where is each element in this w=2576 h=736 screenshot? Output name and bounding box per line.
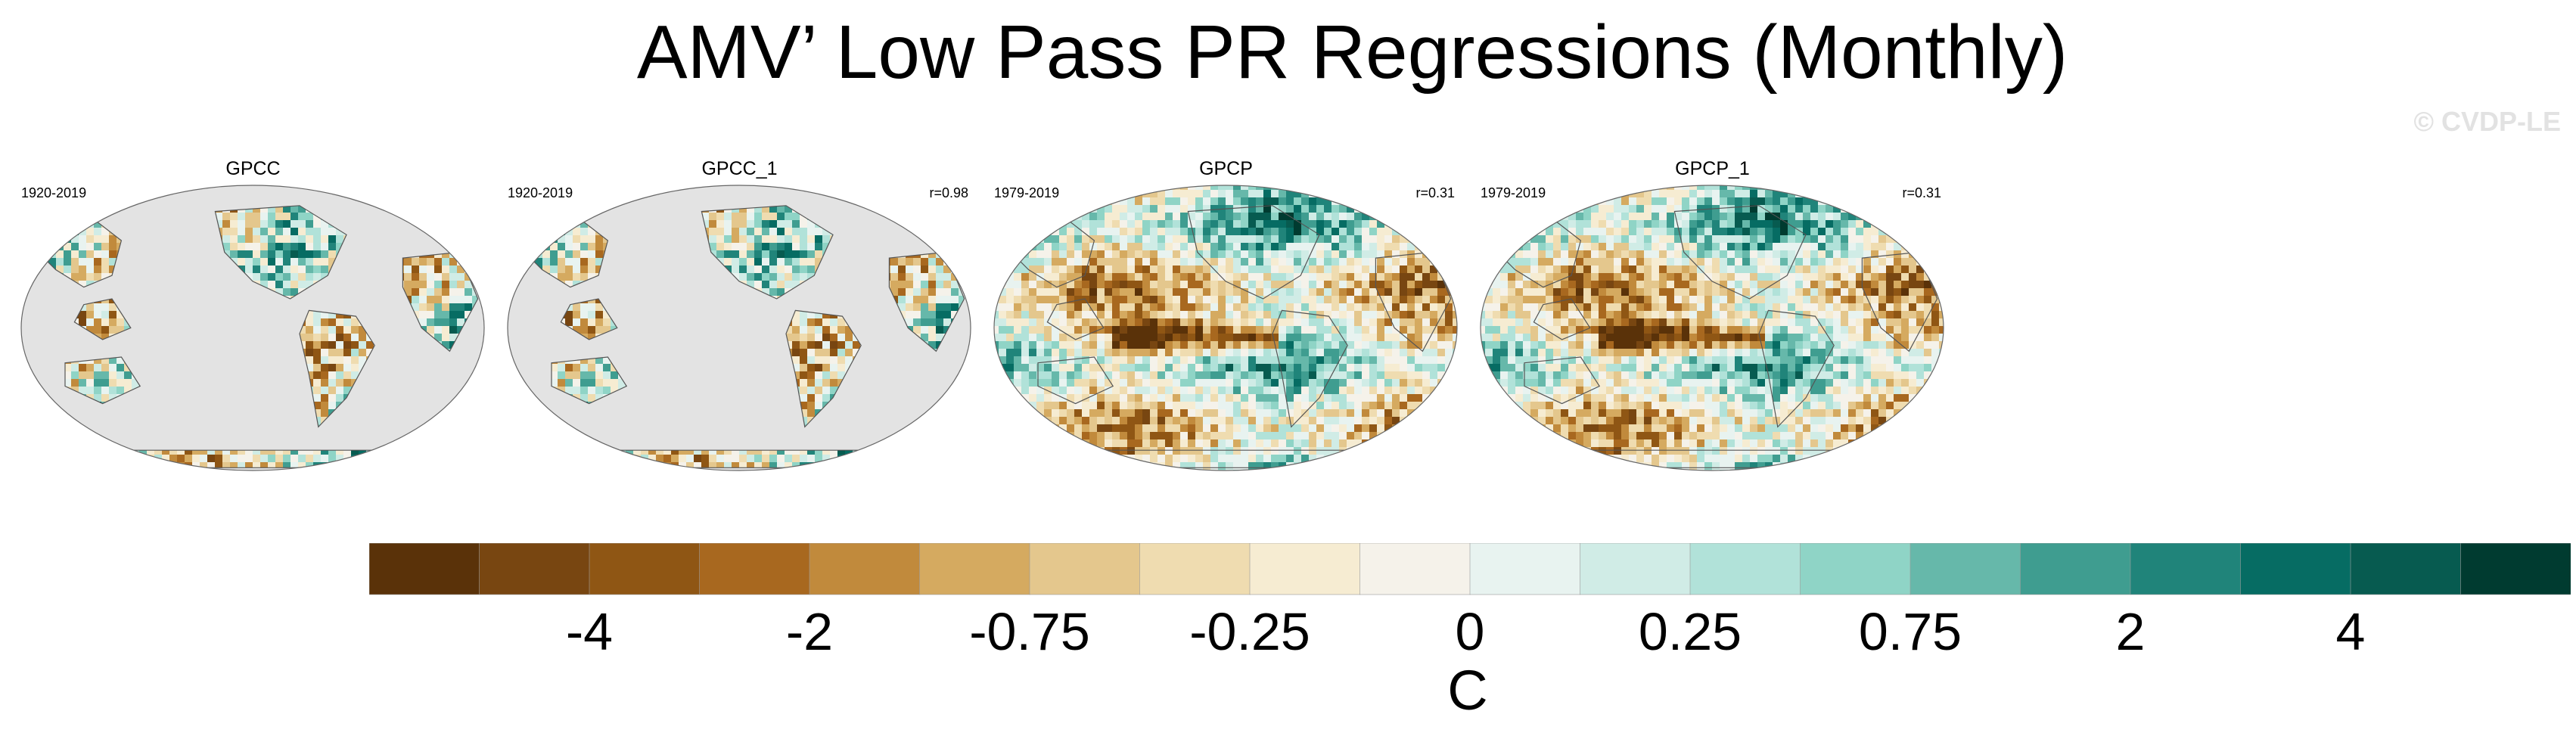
coastline (1758, 309, 1835, 428)
map-border (993, 185, 1458, 471)
coastline (64, 356, 141, 405)
map-panel: GPCP_1 1979-2019 r=0.31 (1468, 155, 1956, 488)
panel-period: 1920-2019 (508, 185, 573, 200)
credit-watermark: © CVDP-LE (2413, 106, 2561, 137)
map-panel: GPCC 1920-2019 (9, 155, 497, 488)
colorbar-tick-label: 0.25 (1638, 602, 1742, 661)
coastline (1524, 356, 1601, 405)
colorbar-tick-label: -2 (785, 602, 834, 661)
colorbar-swatch (2130, 543, 2242, 595)
map-panel: GPCP 1979-2019 r=0.31 (982, 155, 1470, 488)
map-gpcp (993, 185, 1458, 471)
colorbar-tick-label: -4 (565, 602, 614, 661)
coastline (214, 205, 347, 300)
map-gpcc-1 (507, 185, 971, 471)
coastline (1037, 356, 1114, 405)
colorbar-swatch (1689, 543, 1801, 595)
colorbar-swatch (2460, 543, 2571, 595)
coastline (1187, 205, 1320, 300)
panel-title: GPCP (1199, 158, 1253, 179)
panel-period: 1979-2019 (994, 185, 1060, 200)
colorbar-tick-label: 4 (2335, 602, 2366, 661)
colorbar-swatch (479, 543, 590, 595)
regression-field (994, 185, 1457, 470)
colorbar-swatch (1359, 543, 1471, 595)
colorbar-swatch (589, 543, 701, 595)
coastline (1272, 309, 1348, 428)
coastline (701, 205, 834, 300)
colorbar-swatch (1029, 543, 1141, 595)
coastline (299, 309, 375, 428)
colorbar-tick-label: 0.75 (1858, 602, 1962, 661)
panel-period: 1979-2019 (1481, 185, 1546, 200)
colorbar-tick-label: -0.75 (969, 602, 1090, 661)
map-border (1480, 185, 1944, 471)
map-gpcp-1 (1480, 185, 1944, 471)
colorbar-swatch (2020, 543, 2131, 595)
panel-correlation: r=0.98 (929, 185, 968, 200)
colorbar-swatch (1909, 543, 2021, 595)
colorbar-swatch (809, 543, 921, 595)
regression-field (1481, 185, 1944, 470)
colorbar-tick-label: 0 (1455, 602, 1485, 661)
colorbar-swatch (369, 543, 480, 595)
panel-title: GPCC_1 (701, 158, 778, 179)
map-panel: GPCC_1 1920-2019 r=0.98 (496, 155, 983, 488)
colorbar-swatch (1249, 543, 1361, 595)
colorbar-swatch (699, 543, 810, 595)
panel-title: GPCP_1 (1675, 158, 1750, 179)
coastline (785, 309, 862, 428)
panel-title: GPCC (225, 158, 281, 179)
colorbar-swatch (1580, 543, 1691, 595)
colorbar-tick-label: 2 (2115, 602, 2146, 661)
coastline (73, 298, 132, 340)
colorbar-swatch (1469, 543, 1581, 595)
coastline (560, 298, 618, 340)
map-border (20, 185, 485, 471)
colorbar-swatch (1800, 543, 1911, 595)
panel-correlation: r=0.31 (1902, 185, 1941, 200)
colorbar-swatch (1139, 543, 1251, 595)
figure-title: AMV’ Low Pass PR Regressions (Monthly) (636, 10, 2068, 95)
colorbar (369, 543, 2571, 595)
colorbar-swatch (2350, 543, 2462, 595)
map-border (507, 185, 971, 471)
coastline (1673, 205, 1807, 300)
map-gpcc (20, 185, 485, 471)
colorbar-swatch (2240, 543, 2351, 595)
panel-period: 1920-2019 (21, 185, 87, 200)
coastline (1533, 298, 1591, 340)
colorbar-swatch (919, 543, 1030, 595)
coastline (551, 356, 628, 405)
coastline (1046, 298, 1105, 340)
panel-correlation: r=0.31 (1415, 185, 1455, 200)
colorbar-unit-label: C (1447, 659, 1488, 722)
colorbar-tick-label: -0.25 (1189, 602, 1310, 661)
